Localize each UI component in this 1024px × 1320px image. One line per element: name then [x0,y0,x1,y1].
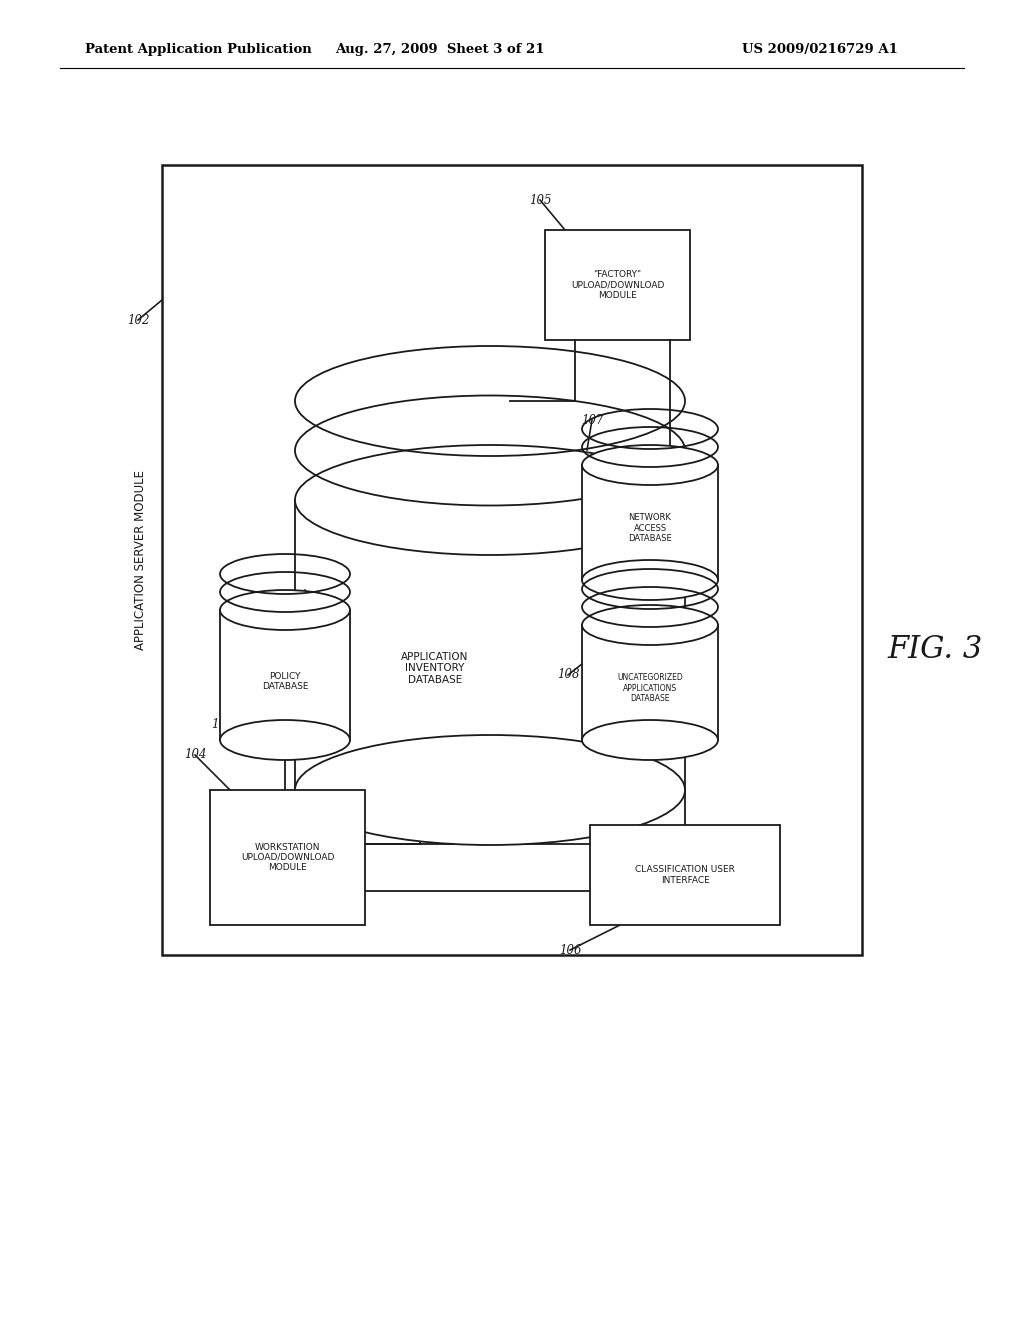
Text: 104: 104 [183,748,206,762]
Text: US 2009/0216729 A1: US 2009/0216729 A1 [742,44,898,57]
Ellipse shape [582,719,718,760]
Text: 108: 108 [557,668,580,681]
Text: APPLICATION
INVENTORY
DATABASE: APPLICATION INVENTORY DATABASE [401,652,469,685]
Text: Patent Application Publication: Patent Application Publication [85,44,311,57]
Ellipse shape [582,560,718,601]
Text: APPLICATION SERVER MODULE: APPLICATION SERVER MODULE [133,470,146,649]
Bar [582,624,718,741]
Text: CLASSIFICATION USER
INTERFACE: CLASSIFICATION USER INTERFACE [635,866,735,884]
Text: POLICY
DATABASE: POLICY DATABASE [262,672,308,692]
Ellipse shape [220,590,350,630]
Text: "FACTORY"
UPLOAD/DOWNLOAD
MODULE: "FACTORY" UPLOAD/DOWNLOAD MODULE [570,271,665,300]
Bar [582,465,718,579]
Bar [210,789,365,925]
Bar [295,500,685,789]
Ellipse shape [220,719,350,760]
Bar [545,230,690,341]
Ellipse shape [582,605,718,645]
Bar [220,610,350,741]
Text: WORKSTATION
UPLOAD/DOWNLOAD
MODULE: WORKSTATION UPLOAD/DOWNLOAD MODULE [241,842,334,873]
Bar [162,165,862,954]
Text: 103: 103 [268,623,291,636]
Text: 107: 107 [581,413,603,426]
Bar [590,825,780,925]
Ellipse shape [582,445,718,484]
Ellipse shape [295,445,685,554]
Text: FIG. 3: FIG. 3 [888,635,983,665]
Text: 105: 105 [528,194,551,206]
Text: 102: 102 [127,314,150,326]
Text: NETWORK
ACCESS
DATABASE: NETWORK ACCESS DATABASE [628,513,672,543]
Text: Aug. 27, 2009  Sheet 3 of 21: Aug. 27, 2009 Sheet 3 of 21 [335,44,545,57]
Text: 109: 109 [211,718,233,731]
Text: 106: 106 [559,944,582,957]
Ellipse shape [295,735,685,845]
Text: UNCATEGORIZED
APPLICATIONS
DATABASE: UNCATEGORIZED APPLICATIONS DATABASE [617,673,683,704]
